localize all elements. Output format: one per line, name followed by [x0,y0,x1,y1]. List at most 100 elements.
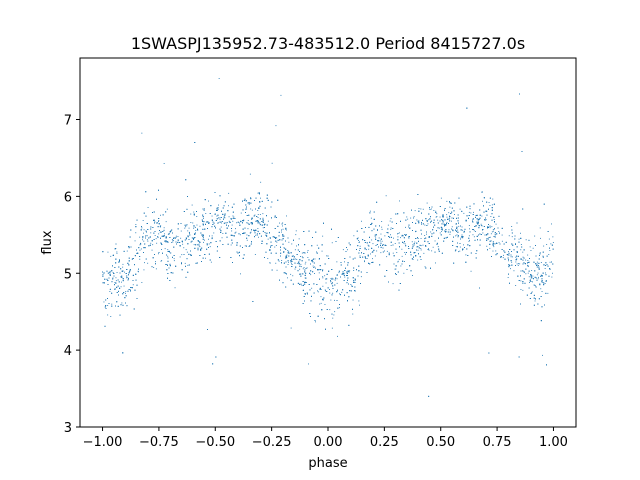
data-point [353,270,355,271]
data-point [516,258,518,260]
data-point [459,250,461,252]
data-point [488,202,490,203]
data-point [128,274,129,276]
data-point [322,269,324,271]
data-point [394,268,396,270]
data-point [149,236,151,238]
data-point [193,244,195,246]
data-point [164,240,166,242]
data-point [360,276,362,278]
data-point [463,244,464,246]
data-point [296,262,298,264]
data-point [337,289,338,291]
data-point [548,275,550,277]
data-point [130,229,132,231]
data-point [104,282,105,284]
data-point [375,245,377,246]
data-point [242,200,243,202]
data-point [511,236,513,238]
data-point [446,214,448,216]
data-point [494,233,496,235]
data-point [371,222,373,224]
data-point [158,233,160,235]
data-point [199,255,201,256]
data-point [478,234,479,236]
data-point [220,226,222,228]
data-point [116,292,118,293]
data-point [465,261,467,263]
data-point [452,229,454,231]
data-point [332,285,334,287]
data-point [176,243,177,245]
data-point [138,268,139,270]
data-point [367,255,369,257]
data-point [112,272,114,273]
data-point [217,210,218,211]
data-point [262,218,264,220]
data-point [244,245,246,247]
data-point [361,220,362,222]
data-point [400,265,402,267]
data-point [304,300,305,302]
data-point [346,271,348,273]
data-point [244,198,246,200]
data-point [405,226,406,228]
data-point [134,289,136,291]
data-point [538,298,540,300]
data-point [291,266,293,267]
data-point [523,278,525,280]
data-point [520,244,522,245]
data-point [401,248,403,250]
data-point [489,236,491,238]
data-point [493,203,495,205]
data-point [491,256,492,257]
data-point [515,261,517,263]
data-point [156,242,158,244]
data-point [349,270,351,272]
data-point [493,236,495,237]
data-point [128,247,130,249]
data-point [393,263,395,265]
data-point [436,242,438,244]
data-point [468,215,470,216]
data-point [128,260,130,262]
data-point [248,223,250,225]
data-point [387,232,389,234]
data-point [431,235,433,237]
data-point [466,215,468,217]
data-point [165,211,167,213]
data-point [361,228,363,229]
data-point [395,273,396,274]
data-point [319,265,321,267]
data-point [532,281,533,283]
data-point [305,282,307,283]
data-point [313,292,315,294]
data-point [505,241,507,243]
data-point [196,211,197,212]
data-point [315,321,316,323]
data-point [502,257,504,259]
data-point [199,246,201,248]
data-point [208,238,209,240]
data-point [295,234,297,236]
data-point [155,268,157,270]
data-point [313,283,315,285]
data-point [314,258,316,260]
data-point [547,231,549,232]
data-point [155,263,156,265]
data-point [162,231,164,232]
data-point [530,293,532,294]
data-point [250,231,252,233]
data-point [151,266,153,268]
data-point [325,290,326,292]
data-point [269,237,271,239]
data-point [531,292,532,294]
data-point [256,233,258,235]
data-point [191,237,193,239]
data-point [397,239,399,241]
data-point [279,222,280,224]
data-point [290,279,292,281]
data-point [346,247,347,248]
data-point [522,289,524,291]
data-point [552,242,554,243]
